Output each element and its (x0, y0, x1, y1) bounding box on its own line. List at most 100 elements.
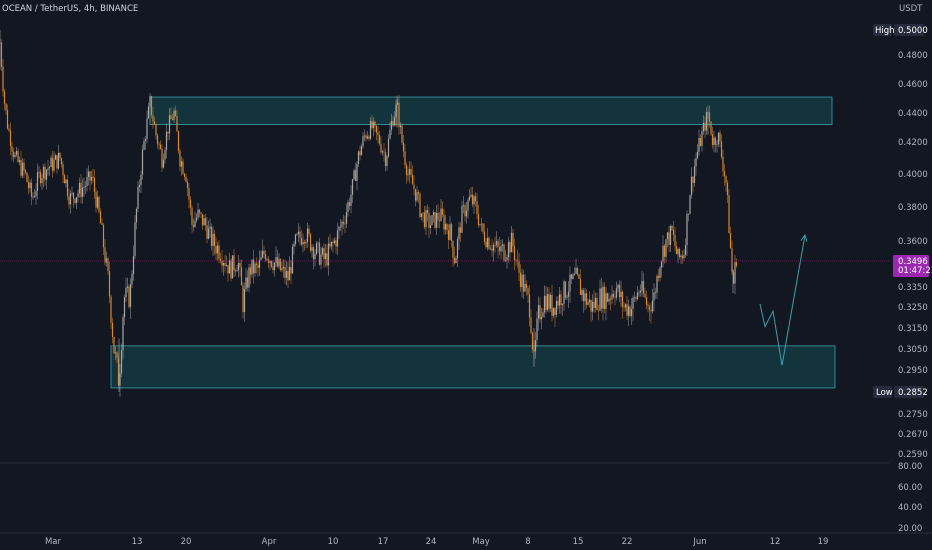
candle-body (420, 213, 423, 217)
high-value: 0.5000 (898, 26, 928, 36)
candle-body (102, 224, 105, 248)
time-tick-label: 10 (328, 537, 339, 547)
candle-body (314, 253, 316, 260)
zone-layer (110, 96, 836, 389)
candle-body (407, 174, 409, 176)
candle-body (555, 300, 558, 315)
candle-body (530, 317, 532, 333)
candle-body (15, 151, 18, 155)
candle-body (113, 336, 115, 354)
candle-body (545, 295, 547, 311)
candle-body (327, 243, 330, 266)
volume-tick-label: 80.00 (898, 462, 922, 472)
candle-body (174, 110, 177, 117)
candle-body (672, 229, 675, 235)
candle-body (269, 261, 271, 263)
candle-body (398, 102, 400, 128)
candle-body (227, 265, 229, 274)
price-tick-label: 0.4600 (898, 80, 928, 90)
candle-body (395, 104, 397, 118)
candle-body (83, 186, 85, 188)
candle-body (371, 121, 373, 128)
candle-body (297, 231, 300, 234)
candle-body (159, 144, 162, 149)
candle-body (242, 285, 244, 313)
candle-body (141, 149, 144, 175)
candle-body (713, 137, 715, 146)
candle-body (702, 122, 705, 132)
projection-path[interactable] (759, 234, 806, 366)
time-tick-label: Mar (45, 537, 62, 547)
candle-body (131, 273, 133, 285)
candle-body (152, 115, 154, 122)
candle-body (359, 151, 361, 156)
candle-body (35, 190, 37, 197)
candle-body (348, 202, 351, 206)
candle-body (627, 306, 630, 316)
candle-body (489, 248, 492, 250)
candle-body (582, 290, 585, 302)
candle-body (525, 284, 528, 289)
candle-body (236, 270, 238, 272)
volume-axis: 80.00 60.00 40.00 20.00 (898, 462, 922, 534)
candle-body (585, 293, 588, 305)
candle-body (237, 263, 240, 271)
current-price: 0.3496 (898, 257, 928, 267)
candle-body (275, 257, 277, 263)
candle-body (590, 299, 592, 312)
candle-body (27, 182, 30, 189)
candle-body (243, 289, 246, 313)
candle-body (200, 212, 202, 214)
candle-body (230, 260, 232, 279)
candle-body (504, 260, 507, 262)
candle-body (86, 177, 88, 187)
candle-body (510, 232, 513, 253)
candle-body (581, 290, 583, 295)
candle-body (491, 248, 493, 251)
candle-body (540, 316, 543, 320)
zone-resistance[interactable] (149, 96, 833, 126)
candle-body (216, 245, 219, 254)
candle-body (551, 294, 553, 316)
candle-body (257, 264, 259, 268)
candle-body (593, 301, 595, 308)
candle-body (483, 231, 486, 242)
candle-body (87, 171, 90, 178)
candle-body (614, 296, 616, 298)
candle-body (735, 262, 738, 266)
candle-body (636, 292, 639, 299)
candle-body (21, 162, 24, 176)
candle-body (378, 135, 381, 144)
candle-body (512, 232, 514, 247)
candle-body (270, 261, 273, 267)
candle-body (345, 212, 348, 224)
candle-body (48, 166, 51, 169)
candle-body (53, 159, 55, 171)
candle-body (342, 221, 345, 224)
candle-body (92, 176, 94, 178)
candle-body (642, 280, 645, 294)
candle-body (293, 244, 295, 247)
price-axis[interactable]: USDT 0.4800 0.4600 0.4400 0.4200 0.4000 0.380… (898, 4, 928, 460)
candle-body (660, 261, 663, 268)
time-tick-label: 12 (770, 537, 781, 547)
candle-body (333, 240, 336, 244)
candle-body (137, 186, 139, 209)
candle-body (657, 275, 660, 278)
candle-body (417, 192, 420, 194)
currency-label: USDT (899, 4, 923, 14)
candle-body (419, 193, 421, 217)
candle-body (681, 255, 684, 259)
zone-support[interactable] (110, 345, 836, 389)
candle-body (509, 242, 511, 253)
candle-body (332, 241, 334, 244)
candle-body (54, 155, 57, 160)
candle-body (456, 239, 459, 259)
candle-body (93, 177, 96, 192)
candle-body (572, 274, 574, 279)
candle-body (515, 260, 517, 261)
time-axis[interactable]: Mar 13 20 Apr 10 17 24 May 8 15 22 Jun 12 19 (45, 537, 828, 547)
candle-body (390, 121, 393, 130)
candle-body (531, 332, 534, 350)
